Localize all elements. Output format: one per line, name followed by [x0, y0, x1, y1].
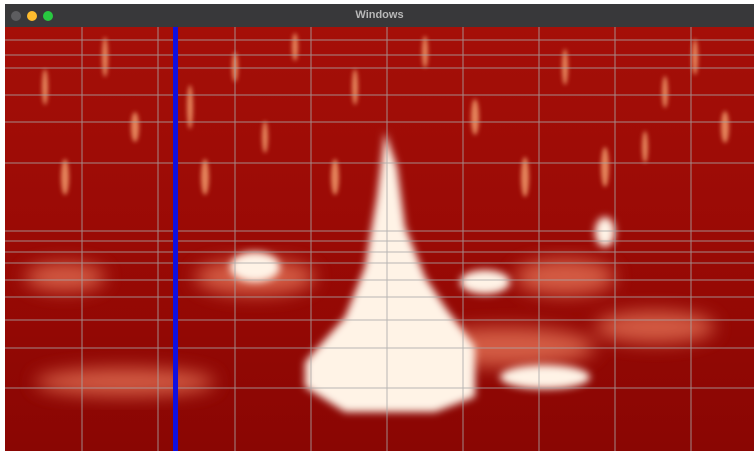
page: Windows — [0, 0, 754, 451]
title-bar: Windows — [5, 4, 754, 27]
window-title: Windows — [5, 4, 754, 27]
cursor-line[interactable] — [173, 27, 178, 451]
window: Windows — [5, 4, 754, 451]
scalogram — [5, 27, 754, 451]
